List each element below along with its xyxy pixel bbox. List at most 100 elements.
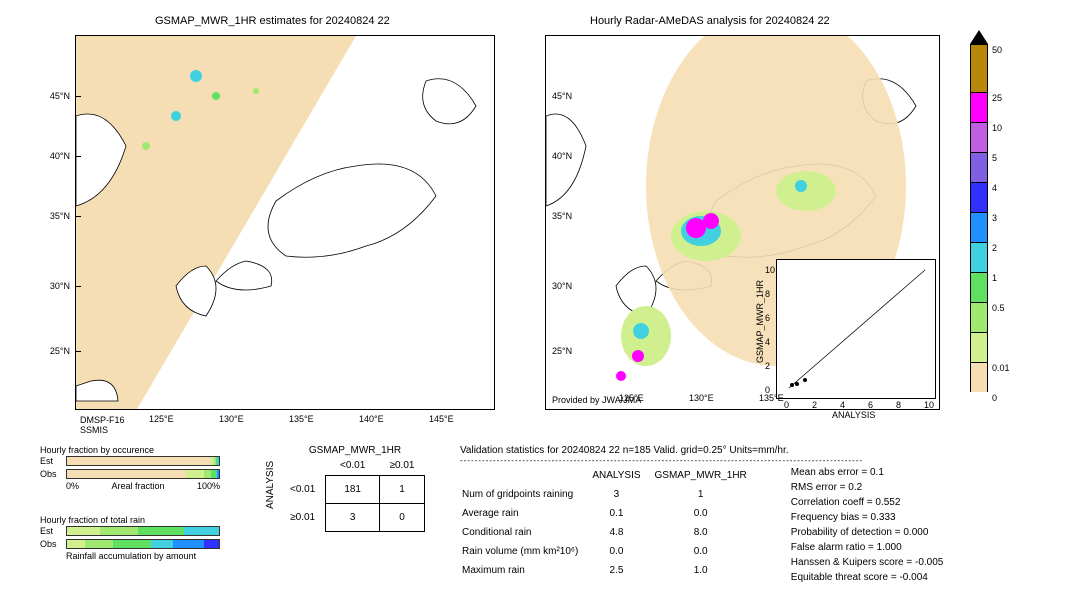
colorbar-label: 0.01 xyxy=(992,363,1010,373)
colorbar-segment xyxy=(970,332,988,362)
ytick-label: 40°N xyxy=(50,151,70,161)
stats-metric: False alarm ratio = 1.000 xyxy=(791,540,944,555)
fraction-occ-title: Hourly fraction by occurence xyxy=(40,445,220,455)
bar-label: Obs xyxy=(40,539,66,549)
ytick-label: 35°N xyxy=(552,211,572,221)
left-map-title: GSMAP_MWR_1HR estimates for 20240824 22 xyxy=(155,15,390,27)
colorbar-segment xyxy=(970,44,988,92)
bar-track xyxy=(66,539,220,549)
colorbar-label: 25 xyxy=(992,93,1002,103)
ytick-label: 30°N xyxy=(552,281,572,291)
bar-segment xyxy=(67,470,186,478)
xtick-label: 135°E xyxy=(759,393,784,403)
colorbar-label: 10 xyxy=(992,123,1002,133)
colorbar-segment xyxy=(970,242,988,272)
stats-metric: Frequency bias = 0.333 xyxy=(791,510,944,525)
colorbar-segment xyxy=(970,302,988,332)
ytick-label: 35°N xyxy=(50,211,70,221)
bar-segment xyxy=(100,527,138,535)
xtick-label: 140°E xyxy=(359,414,384,424)
occ-xlabel: Areal fraction xyxy=(111,481,164,491)
occ-left-tick: 0% xyxy=(66,481,79,491)
scatter-inset: ANALYSISGSMAP_MWR_1HR00224466881010 xyxy=(776,259,936,399)
occ-right-tick: 100% xyxy=(197,481,220,491)
bar-segment xyxy=(173,540,203,548)
stats-metric: Correlation coeff = 0.552 xyxy=(791,495,944,510)
bar-segment xyxy=(217,470,219,478)
xtick-label: 125°E xyxy=(619,393,644,403)
colorbar-segment xyxy=(970,92,988,122)
bar-segment xyxy=(67,457,211,465)
colorbar-segment xyxy=(970,272,988,302)
stats-row: Average rain0.10.0 xyxy=(462,505,759,522)
ytick-label: 30°N xyxy=(50,281,70,291)
scatter-ytick: 2 xyxy=(765,361,770,371)
xtick-label: 135°E xyxy=(289,414,314,424)
fraction-occ-panel: Hourly fraction by occurence Est Obs 0% A… xyxy=(40,445,220,491)
stats-metric: Equitable threat score = -0.004 xyxy=(791,570,944,585)
colorbar: 502510543210.50.010 xyxy=(970,30,988,392)
ytick-label: 40°N xyxy=(552,151,572,161)
cont-col-header: GSMAP_MWR_1HR xyxy=(285,445,425,456)
right-map-panel: ANALYSISGSMAP_MWR_1HR00224466881010 Prov… xyxy=(545,35,940,410)
stats-table: ANALYSISGSMAP_MWR_1HR Num of gridpoints … xyxy=(460,465,761,581)
colorbar-label: 4 xyxy=(992,183,997,193)
scatter-xtick: 4 xyxy=(840,400,845,410)
scatter-xtick: 2 xyxy=(812,400,817,410)
colorbar-label: 3 xyxy=(992,213,997,223)
stats-right: Mean abs error = 0.1RMS error = 0.2Corre… xyxy=(791,465,944,585)
colorbar-segment xyxy=(970,152,988,182)
stats-row: Maximum rain2.51.0 xyxy=(462,562,759,579)
stats-row: Rain volume (mm km²10⁶)0.00.0 xyxy=(462,543,759,560)
bar-segment xyxy=(67,527,100,535)
bar-segment xyxy=(204,470,212,478)
ytick-label: 25°N xyxy=(50,346,70,356)
fraction-total-title: Hourly fraction of total rain xyxy=(40,515,220,525)
bar-row: Est xyxy=(40,455,220,467)
scatter-xtick: 8 xyxy=(896,400,901,410)
bar-track xyxy=(66,456,220,466)
left-map-footer1: DMSP-F16 xyxy=(80,415,125,425)
stats-title: Validation statistics for 20240824 22 n=… xyxy=(460,445,943,456)
contingency-panel: GSMAP_MWR_1HR ANALYSIS <0.01≥0.01 <0.011… xyxy=(265,445,425,532)
scatter-ytick: 6 xyxy=(765,313,770,323)
bar-label: Est xyxy=(40,526,66,536)
colorbar-label: 0.5 xyxy=(992,303,1005,313)
colorbar-label: 5 xyxy=(992,153,997,163)
left-map-panel: 45°N40°N35°N30°N25°N125°E130°E135°E140°E… xyxy=(75,35,495,410)
stats-metric: RMS error = 0.2 xyxy=(791,480,944,495)
right-map-title: Hourly Radar-AMeDAS analysis for 2024082… xyxy=(590,15,830,27)
colorbar-segment xyxy=(970,362,988,392)
bar-segment xyxy=(204,540,219,548)
ytick-label: 25°N xyxy=(552,346,572,356)
bar-segment xyxy=(113,540,151,548)
colorbar-label: 2 xyxy=(992,243,997,253)
colorbar-label: 1 xyxy=(992,273,997,283)
cont-row-header: ANALYSIS xyxy=(265,456,276,532)
xtick-label: 145°E xyxy=(429,414,454,424)
scatter-ytick: 4 xyxy=(765,337,770,347)
scatter-ylabel: GSMAP_MWR_1HR xyxy=(755,280,765,363)
bar-row: Obs xyxy=(40,468,220,480)
bar-track xyxy=(66,469,220,479)
colorbar-label: 0 xyxy=(992,393,997,403)
xtick-label: 125°E xyxy=(149,414,174,424)
colorbar-segment xyxy=(970,122,988,152)
xtick-label: 130°E xyxy=(219,414,244,424)
scatter-ytick: 8 xyxy=(765,289,770,299)
bar-segment xyxy=(67,540,85,548)
bar-track xyxy=(66,526,220,536)
bar-row: Obs xyxy=(40,538,220,550)
bar-segment xyxy=(186,470,204,478)
stats-row: Conditional rain4.88.0 xyxy=(462,524,759,541)
bar-label: Obs xyxy=(40,469,66,479)
fraction-total-panel: Hourly fraction of total rain EstObs Rai… xyxy=(40,515,220,561)
stats-panel: Validation statistics for 20240824 22 n=… xyxy=(460,445,943,585)
stats-metric: Probability of detection = 0.000 xyxy=(791,525,944,540)
colorbar-arrow-icon xyxy=(970,30,988,44)
scatter-ytick: 10 xyxy=(765,265,775,275)
stats-metric: Mean abs error = 0.1 xyxy=(791,465,944,480)
colorbar-segment xyxy=(970,212,988,242)
scatter-xtick: 6 xyxy=(868,400,873,410)
xtick-label: 130°E xyxy=(689,393,714,403)
